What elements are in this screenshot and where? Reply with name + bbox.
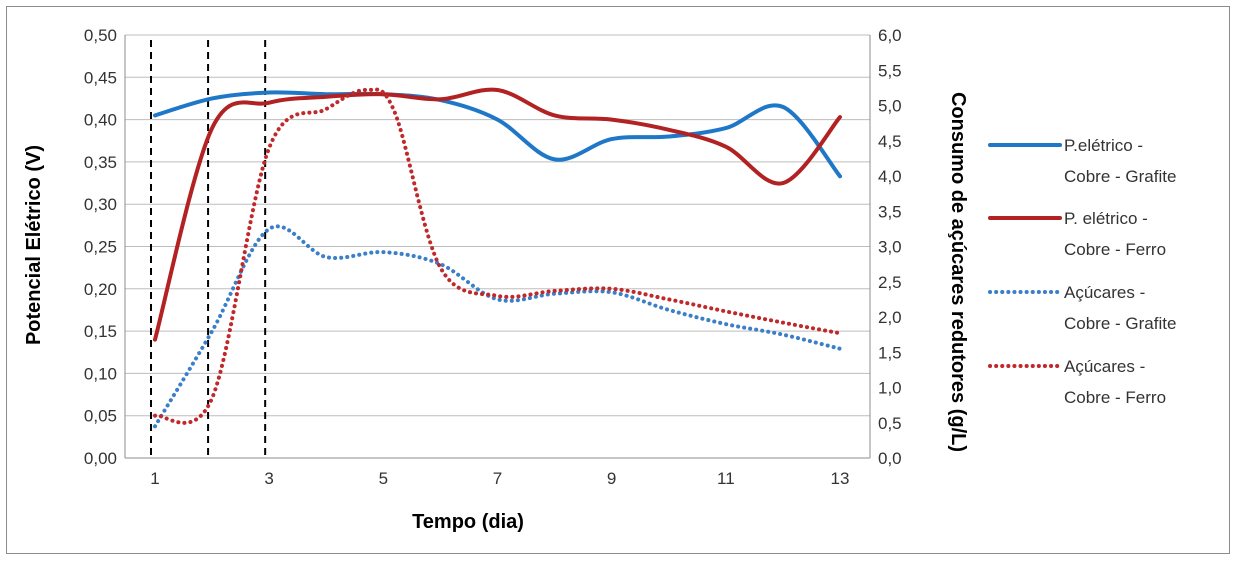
left-axis-ticks: 0,00 0,05 0,10 0,15 0,20 0,25 0,30 0,35 0,40 0,45… <box>84 26 117 468</box>
legend-label-2: Cobre - Ferro <box>1064 240 1166 259</box>
x-tick-label: 13 <box>831 469 850 488</box>
y2-tick-label: 4,0 <box>878 167 902 186</box>
y2-tick-label: 1,5 <box>878 343 902 362</box>
x-tick-label: 3 <box>264 469 273 488</box>
x-axis-ticks: 1 3 5 7 9 11 13 <box>150 469 849 488</box>
y2-tick-label: 5,0 <box>878 97 902 116</box>
y-tick-label: 0,45 <box>84 68 117 87</box>
legend-label-3: Açúcares - <box>1064 283 1145 302</box>
left-axis-title: Potencial Elétrico (V) <box>23 145 45 345</box>
y-tick-label: 0,10 <box>84 364 117 383</box>
y-tick-label: 0,00 <box>84 449 117 468</box>
series-line-1 <box>153 90 842 179</box>
vertical-markers <box>150 40 267 458</box>
legend-label-2: P. elétrico - <box>1064 209 1148 228</box>
y2-tick-label: 3,0 <box>878 238 902 257</box>
y2-tick-label: 5,5 <box>878 61 902 80</box>
legend-label-1: Cobre - Grafite <box>1064 167 1176 186</box>
y-tick-label: 0,40 <box>84 111 117 130</box>
y2-tick-label: 4,5 <box>878 132 902 151</box>
x-tick-label: 1 <box>150 469 159 488</box>
x-tick-label: 9 <box>607 469 616 488</box>
right-axis-ticks: 0,0 0,5 1,0 1,5 2,0 2,5 3,0 3,5 4,0 4,5 5,0 5,5 6,0 <box>878 26 902 468</box>
x-tick-label: 7 <box>493 469 502 488</box>
y2-tick-label: 3,5 <box>878 202 902 221</box>
y2-tick-label: 6,0 <box>878 26 902 45</box>
series-line-3 <box>153 224 842 429</box>
legend-label-4: Açúcares - <box>1064 357 1145 376</box>
legend: P.elétrico - Cobre - Grafite P. elétrico -… <box>988 136 1176 407</box>
y2-tick-label: 0,5 <box>878 414 902 433</box>
series-line-4 <box>153 87 842 425</box>
legend-label-3: Cobre - Grafite <box>1064 314 1176 333</box>
y-tick-label: 0,20 <box>84 280 117 299</box>
y2-tick-label: 0,0 <box>878 449 902 468</box>
y-tick-label: 0,50 <box>84 26 117 45</box>
y-tick-label: 0,15 <box>84 322 117 341</box>
y-tick-label: 0,30 <box>84 195 117 214</box>
right-axis-title: Consumo de açúcares redutores (g/L) <box>947 92 969 452</box>
legend-label-1: P.elétrico - <box>1064 136 1143 155</box>
y2-tick-label: 2,0 <box>878 308 902 327</box>
gridlines <box>125 34 870 417</box>
x-axis-title: Tempo (dia) <box>412 511 524 533</box>
y2-tick-label: 2,5 <box>878 273 902 292</box>
x-tick-label: 5 <box>379 469 388 488</box>
legend-label-4: Cobre - Ferro <box>1064 388 1166 407</box>
y2-tick-label: 1,0 <box>878 379 902 398</box>
y-tick-label: 0,05 <box>84 407 117 426</box>
y-tick-label: 0,25 <box>84 238 117 257</box>
series-lines <box>153 87 842 429</box>
axes <box>124 35 871 459</box>
x-tick-label: 11 <box>717 469 735 488</box>
y-tick-label: 0,35 <box>84 153 117 172</box>
series-line-2 <box>153 87 842 342</box>
